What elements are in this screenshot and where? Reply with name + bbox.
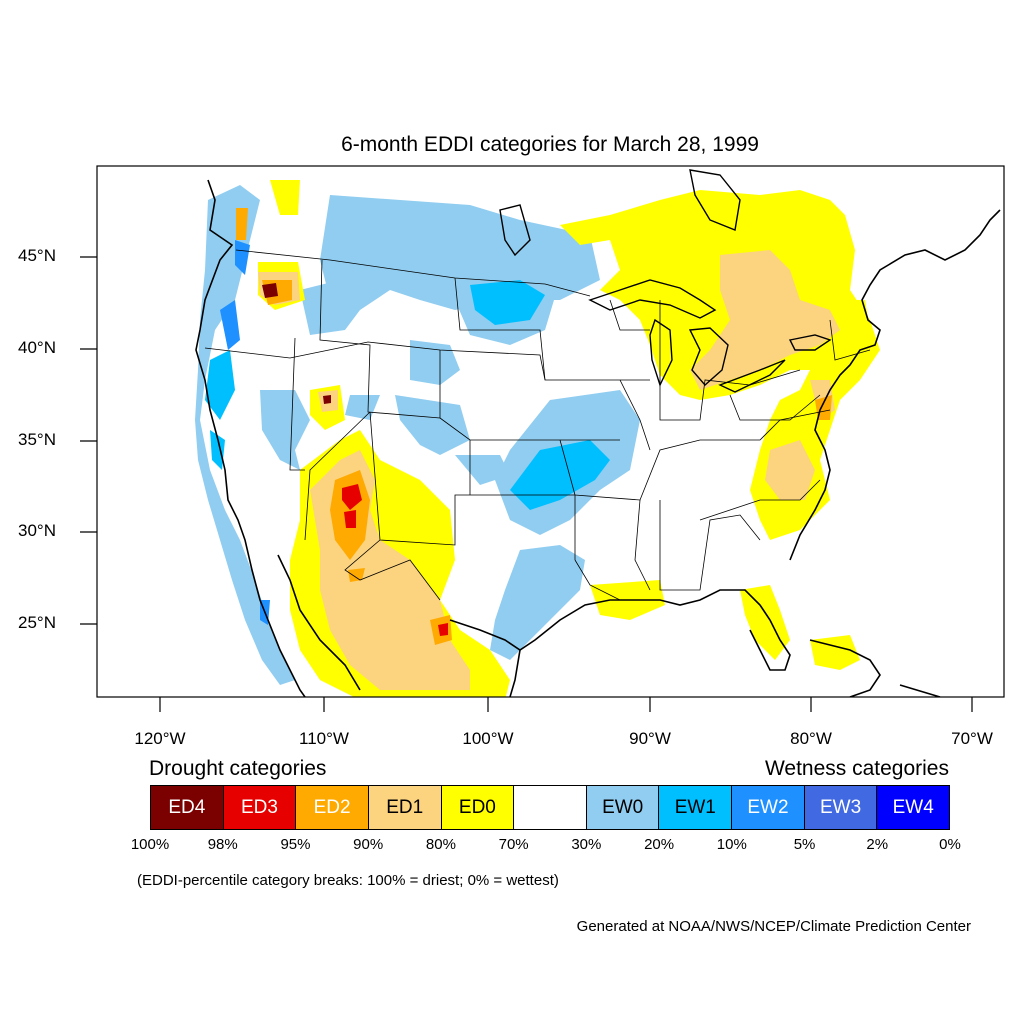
- drought-legend-heading: Drought categories: [149, 757, 327, 780]
- xtick-label: 110°W: [299, 729, 349, 748]
- legend-colorbar: ED4 ED3 ED2 ED1 ED0 EW0 EW1 EW2 EW3 EW4: [150, 785, 950, 830]
- legend-category-box: ED0: [441, 786, 515, 829]
- legend-category-box: EW2: [732, 786, 805, 829]
- axis-ticks: [80, 256, 973, 712]
- credit-line: Generated at NOAA/NWS/NCEP/Climate Predi…: [576, 918, 971, 935]
- ytick-label: 40°N: [18, 338, 56, 357]
- legend-break-label: 80%: [425, 836, 456, 853]
- map-fields: [195, 169, 1001, 697]
- legend-break-label: 5%: [793, 836, 816, 853]
- chart-title: 6-month EDDI categories for March 28, 19…: [341, 133, 759, 156]
- xtick-label: 100°W: [462, 729, 514, 748]
- legend-break-label: 98%: [207, 836, 238, 853]
- legend-break-label: 20%: [644, 836, 675, 853]
- ytick-label: 25°N: [18, 613, 56, 632]
- exceptional-drought-areas: [262, 283, 331, 404]
- wetness-core-areas: [205, 280, 610, 510]
- extreme-drought-areas: [342, 484, 448, 636]
- legend-note: (EDDI-percentile category breaks: 100% =…: [137, 872, 559, 889]
- legend-break-label: 2%: [866, 836, 889, 853]
- legend-category-box: [514, 786, 587, 829]
- plot-frame: [96, 165, 1005, 698]
- xtick-label: 80°W: [790, 729, 832, 748]
- coastlines: [195, 179, 1001, 697]
- ytick-label: 35°N: [18, 430, 56, 449]
- great-lakes: [499, 169, 832, 393]
- legend-category-box: EW0: [586, 786, 660, 829]
- xtick-label: 70°W: [951, 729, 993, 748]
- legend-category-box: ED4: [151, 786, 224, 829]
- wetness-legend-heading: Wetness categories: [764, 757, 949, 780]
- legend-break-label: 0%: [939, 836, 961, 853]
- legend-category-box: ED3: [223, 786, 297, 829]
- legend-break-label: 30%: [571, 836, 602, 853]
- legend-category-box: EW3: [804, 786, 878, 829]
- ytick-label: 30°N: [18, 521, 56, 540]
- legend-category-box: ED1: [368, 786, 442, 829]
- legend-category-box: ED2: [296, 786, 369, 829]
- legend-category-box: EW1: [659, 786, 733, 829]
- legend-break-label: 70%: [498, 836, 529, 853]
- state-borders: [204, 249, 871, 601]
- xtick-label: 120°W: [134, 729, 186, 748]
- ytick-label: 45°N: [18, 246, 56, 265]
- legend-category-box: EW4: [877, 786, 950, 829]
- legend-break-label: 100%: [130, 836, 170, 853]
- legend-break-label: 95%: [280, 836, 311, 853]
- xtick-label: 90°W: [629, 729, 671, 748]
- legend-break-label: 10%: [716, 836, 747, 853]
- legend-break-label: 90%: [353, 836, 384, 853]
